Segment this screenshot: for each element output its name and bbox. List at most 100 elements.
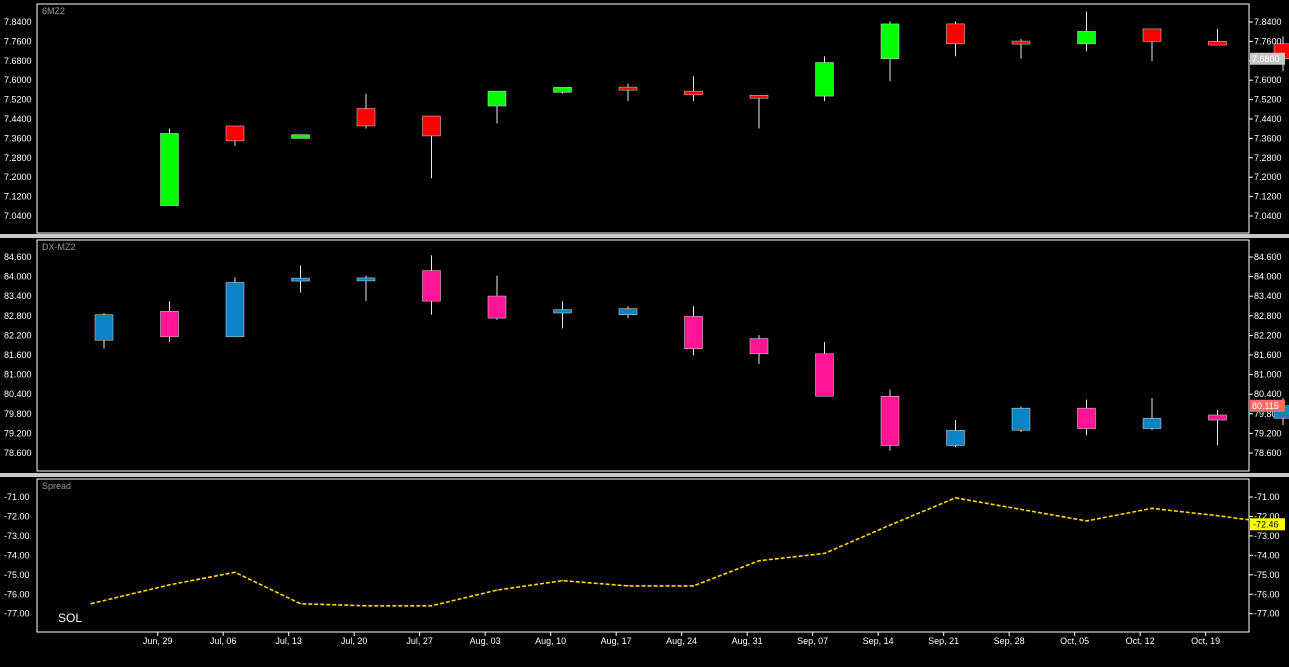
y-tick-label-right: 79.200 (1254, 428, 1282, 438)
y-tick-label-right: 82.200 (1254, 330, 1282, 340)
last-value-label: 80.115 (1252, 401, 1279, 411)
spread-point (1020, 508, 1022, 510)
y-tick-label-right: 81.600 (1254, 350, 1282, 360)
spread-point (168, 584, 171, 586)
y-tick-label-right: 78.600 (1254, 448, 1282, 458)
candle-bearish (618, 86, 638, 91)
y-tick-label-right: -73.00 (1254, 531, 1280, 541)
y-tick-label-left: 7.4400 (4, 114, 32, 124)
candle-bullish (1077, 31, 1096, 45)
y-tick-label-right: 7.7600 (1254, 36, 1282, 46)
candle-bearish (1011, 40, 1031, 45)
candle-bullish (291, 134, 310, 139)
spread-point (823, 552, 826, 555)
x-tick-label: Oct, 12 (1126, 636, 1155, 646)
y-tick-label-left: 7.8400 (4, 17, 32, 27)
candle-bearish (356, 108, 376, 127)
candle-bearish (422, 115, 441, 137)
spread-point (758, 560, 760, 562)
spread-point (365, 605, 367, 607)
spread-point (234, 571, 236, 573)
candle-bearish (880, 396, 900, 446)
x-tick-label: Sep, 21 (928, 636, 959, 646)
y-tick-label-left: 81.000 (4, 370, 32, 380)
x-tick-label: Jul, 13 (275, 636, 302, 646)
x-tick-label: Oct, 19 (1191, 636, 1220, 646)
last-value-badge (1250, 518, 1285, 531)
y-tick-label-right: -74.00 (1254, 550, 1280, 560)
candle-bullish (946, 429, 965, 446)
panel-title: Spread (42, 481, 71, 491)
y-tick-label-left: -75.00 (4, 570, 30, 580)
y-tick-label-left: -74.00 (4, 550, 30, 560)
candle-bullish (815, 62, 834, 97)
panel-separator (0, 234, 1289, 238)
spread-point (954, 497, 957, 499)
y-tick-label-left: 79.200 (4, 428, 32, 438)
candle-bullish (94, 314, 114, 341)
spread-point (496, 589, 498, 591)
y-tick-label-left: 78.600 (4, 448, 32, 458)
candle-bullish (1011, 407, 1031, 431)
candle-bullish (1142, 418, 1162, 429)
y-tick-label-right: -72.00 (1254, 511, 1280, 521)
y-tick-label-right: 84.000 (1254, 272, 1282, 282)
x-tick-label: Jun, 29 (143, 636, 173, 646)
candle-bearish (684, 316, 703, 349)
spread-point (1085, 520, 1088, 522)
x-tick-label: Jul, 27 (406, 636, 433, 646)
y-tick-label-right: -75.00 (1254, 570, 1280, 580)
y-tick-label-right: 83.400 (1254, 291, 1282, 301)
y-tick-label-left: 7.7600 (4, 36, 32, 46)
y-tick-label-left: 81.600 (4, 350, 32, 360)
y-tick-label-left: 7.3600 (4, 133, 32, 143)
candle-bearish (1208, 41, 1227, 46)
last-value-label: -72.46 (1253, 519, 1279, 529)
x-tick-label: Aug, 03 (470, 636, 501, 646)
x-tick-label: Sep, 28 (994, 636, 1025, 646)
y-tick-label-right: 7.2800 (1254, 153, 1282, 163)
x-tick-label: Jul, 20 (341, 636, 368, 646)
candle-bullish (618, 308, 638, 315)
last-value-badge (1250, 52, 1285, 65)
y-tick-label-left: 79.800 (4, 409, 32, 419)
spread-point (1216, 515, 1219, 517)
y-tick-label-left: 84.600 (4, 252, 32, 262)
spread-point (430, 605, 433, 607)
candle-bullish (160, 133, 179, 206)
spread-point (692, 585, 695, 587)
last-value-badge (1250, 399, 1285, 412)
y-tick-label-left: -73.00 (4, 531, 30, 541)
spread-point (90, 603, 92, 605)
x-tick-label: Aug, 10 (535, 636, 566, 646)
candle-bearish (684, 90, 703, 96)
y-tick-label-right: 7.0400 (1254, 211, 1282, 221)
y-tick-label-left: 82.200 (4, 330, 32, 340)
y-tick-label-right: 7.1200 (1254, 192, 1282, 202)
y-tick-label-right: 7.8400 (1254, 17, 1282, 27)
y-tick-label-right: 82.800 (1254, 311, 1282, 321)
candle-bullish (487, 90, 507, 107)
x-tick-label: Aug, 31 (732, 636, 763, 646)
x-tick-label: Aug, 17 (601, 636, 632, 646)
spread-point (889, 524, 891, 526)
candle-bearish (1142, 28, 1162, 42)
last-value-label: 7.6800 (1252, 54, 1280, 64)
y-tick-label-right: 81.000 (1254, 370, 1282, 380)
candle-bullish (880, 23, 900, 60)
y-tick-label-left: 84.000 (4, 272, 32, 282)
y-tick-label-right: 79.800 (1254, 409, 1282, 419)
panel-title: DX-MZ2 (42, 242, 76, 252)
spread-point (1151, 507, 1153, 509)
y-tick-label-left: 80.400 (4, 389, 32, 399)
y-tick-label-left: -71.00 (4, 492, 30, 502)
x-tick-label: Sep, 14 (863, 636, 894, 646)
spread-point (299, 603, 302, 605)
candle-bullish (291, 277, 310, 282)
y-tick-label-left: -77.00 (4, 609, 30, 619)
y-tick-label-right: 7.3600 (1254, 133, 1282, 143)
candle-bearish (946, 23, 965, 45)
y-tick-label-left: -76.00 (4, 589, 30, 599)
